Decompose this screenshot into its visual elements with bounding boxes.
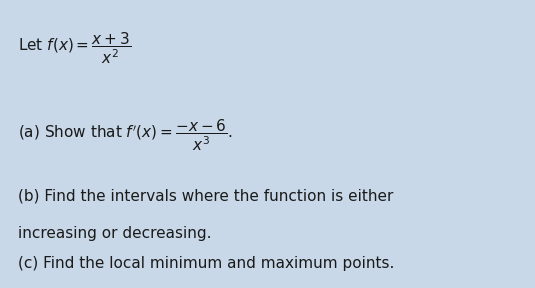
Text: increasing or decreasing.: increasing or decreasing. — [18, 226, 211, 240]
Text: (c) Find the local minimum and maximum points.: (c) Find the local minimum and maximum p… — [18, 256, 394, 271]
Text: (b) Find the intervals where the function is either: (b) Find the intervals where the functio… — [18, 188, 393, 203]
Text: Let $f(x)=\dfrac{x+3}{x^2}$: Let $f(x)=\dfrac{x+3}{x^2}$ — [18, 31, 131, 67]
Text: (a) Show that $f'(x)=\dfrac{-x-6}{x^3}.$: (a) Show that $f'(x)=\dfrac{-x-6}{x^3}.$ — [18, 118, 233, 153]
